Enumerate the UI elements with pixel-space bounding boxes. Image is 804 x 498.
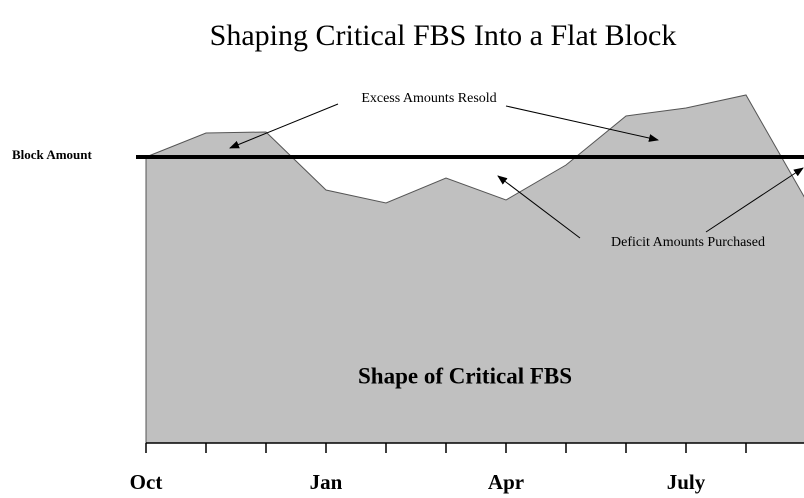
x-tick-label: Jan [310,470,343,494]
arrow [497,175,581,239]
block-label: Block Amount [12,147,92,162]
arrow [229,103,339,149]
annotation: Excess Amounts Resold [361,91,496,106]
area [145,94,804,444]
x-tick-label: Apr [488,470,524,494]
arrow [705,167,804,233]
arrow [505,105,659,142]
chart-title: Shaping Critical FBS Into a Flat Block [210,19,677,52]
x-tick-label: July [667,470,706,494]
area-label: Shape of Critical FBS [358,363,572,388]
x-tick-label: Oct [130,470,163,494]
annotation: Deficit Amounts Purchased [611,235,765,250]
